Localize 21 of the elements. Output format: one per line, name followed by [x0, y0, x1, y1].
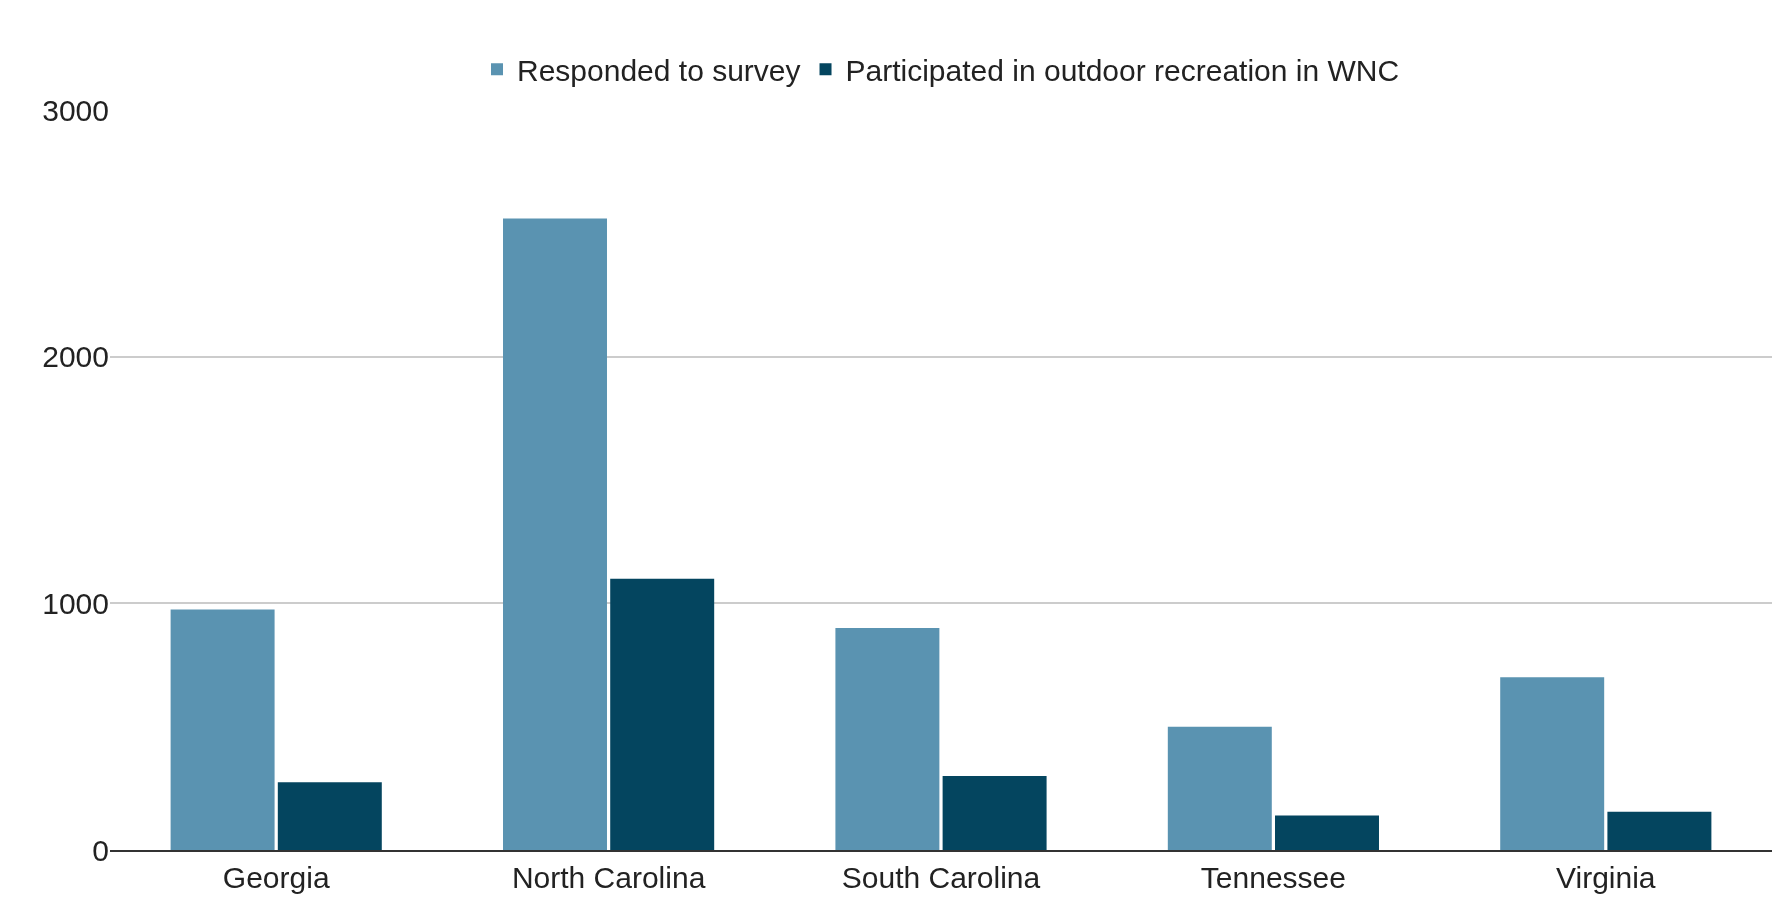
bar [610, 578, 715, 850]
bar [170, 609, 275, 850]
bar [835, 628, 940, 850]
x-tick-label: Georgia [222, 861, 330, 894]
bar [503, 218, 607, 850]
legend-label: Responded to survey [517, 53, 801, 87]
x-tick-label: North Carolina [511, 861, 706, 894]
bar [1500, 677, 1605, 850]
y-tick-label: 0 [92, 833, 109, 867]
x-tick-label: South Carolina [841, 861, 1041, 894]
x-tick-label: Tennessee [1200, 861, 1346, 894]
bar [1275, 815, 1379, 850]
bar [942, 776, 1047, 850]
y-tick-label: 2000 [42, 340, 109, 374]
y-tick-label: 1000 [42, 586, 109, 620]
y-tick-label: 3000 [42, 93, 109, 127]
x-tick-label: Virginia [1556, 861, 1656, 894]
bar [277, 782, 382, 850]
legend-label: Participated in outdoor recreation in WNC [845, 53, 1400, 87]
bar [1167, 726, 1272, 850]
bar [1607, 811, 1712, 850]
